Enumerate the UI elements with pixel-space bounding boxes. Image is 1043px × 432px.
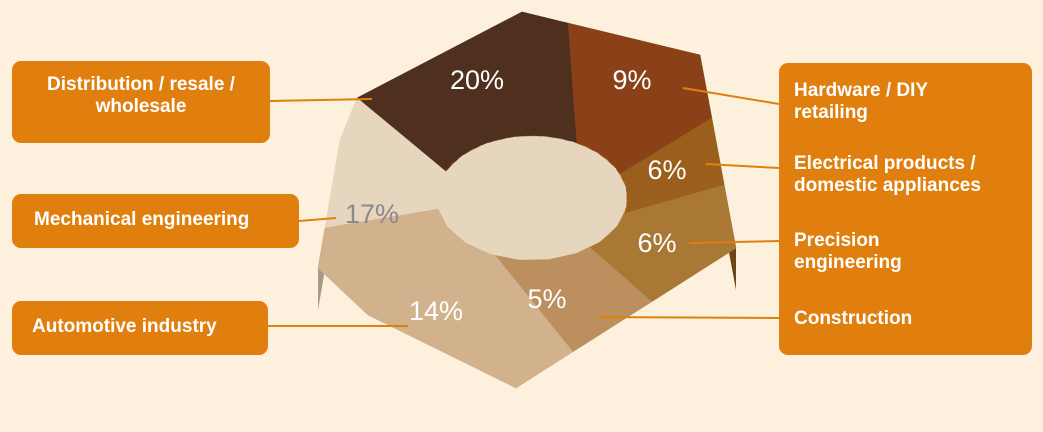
percent-label-6: 17% bbox=[345, 199, 399, 229]
callout-hardware-line1: Hardware / DIY bbox=[794, 80, 929, 101]
percent-label-2: 6% bbox=[647, 155, 686, 185]
percent-label-3: 6% bbox=[637, 228, 676, 258]
callout-electrical-line1: Electrical products / bbox=[794, 153, 976, 174]
leader-line-6 bbox=[298, 217, 337, 222]
callout-precision-line1: Precision bbox=[794, 230, 880, 251]
callout-distribution-line2: wholesale bbox=[95, 96, 187, 117]
callout-mechanical-label: Mechanical engineering bbox=[34, 209, 250, 230]
leader-line-3 bbox=[688, 240, 780, 244]
percent-label-0: 20% bbox=[450, 65, 504, 95]
callout-distribution: Distribution / resale / wholesale bbox=[12, 61, 270, 143]
percent-label-4: 5% bbox=[527, 284, 566, 314]
callout-construction-label: Construction bbox=[794, 308, 913, 329]
leader-line-2 bbox=[705, 163, 780, 169]
leader-line-4 bbox=[597, 316, 780, 319]
callout-hardware: Hardware / DIY retailing bbox=[794, 80, 928, 124]
callout-panel-right: Hardware / DIY retailing Electrical prod… bbox=[779, 63, 1032, 355]
segment-6 bbox=[324, 97, 627, 260]
leader-line-1 bbox=[682, 87, 780, 105]
callout-precision-line2: engineering bbox=[794, 252, 902, 273]
leader-line-0 bbox=[269, 98, 373, 102]
percent-label-5: 14% bbox=[409, 296, 463, 326]
callout-construction: Construction bbox=[794, 308, 912, 330]
callout-precision: Precision engineering bbox=[794, 230, 902, 274]
callout-distribution-line1: Distribution / resale / bbox=[47, 74, 235, 95]
callout-electrical: Electrical products / domestic appliance… bbox=[794, 153, 981, 197]
callout-mechanical: Mechanical engineering bbox=[12, 194, 299, 248]
percent-label-1: 9% bbox=[612, 65, 651, 95]
callout-automotive-label: Automotive industry bbox=[32, 316, 217, 337]
callout-electrical-line2: domestic appliances bbox=[794, 175, 981, 196]
callout-hardware-line2: retailing bbox=[794, 102, 868, 123]
callout-automotive: Automotive industry bbox=[12, 301, 268, 355]
